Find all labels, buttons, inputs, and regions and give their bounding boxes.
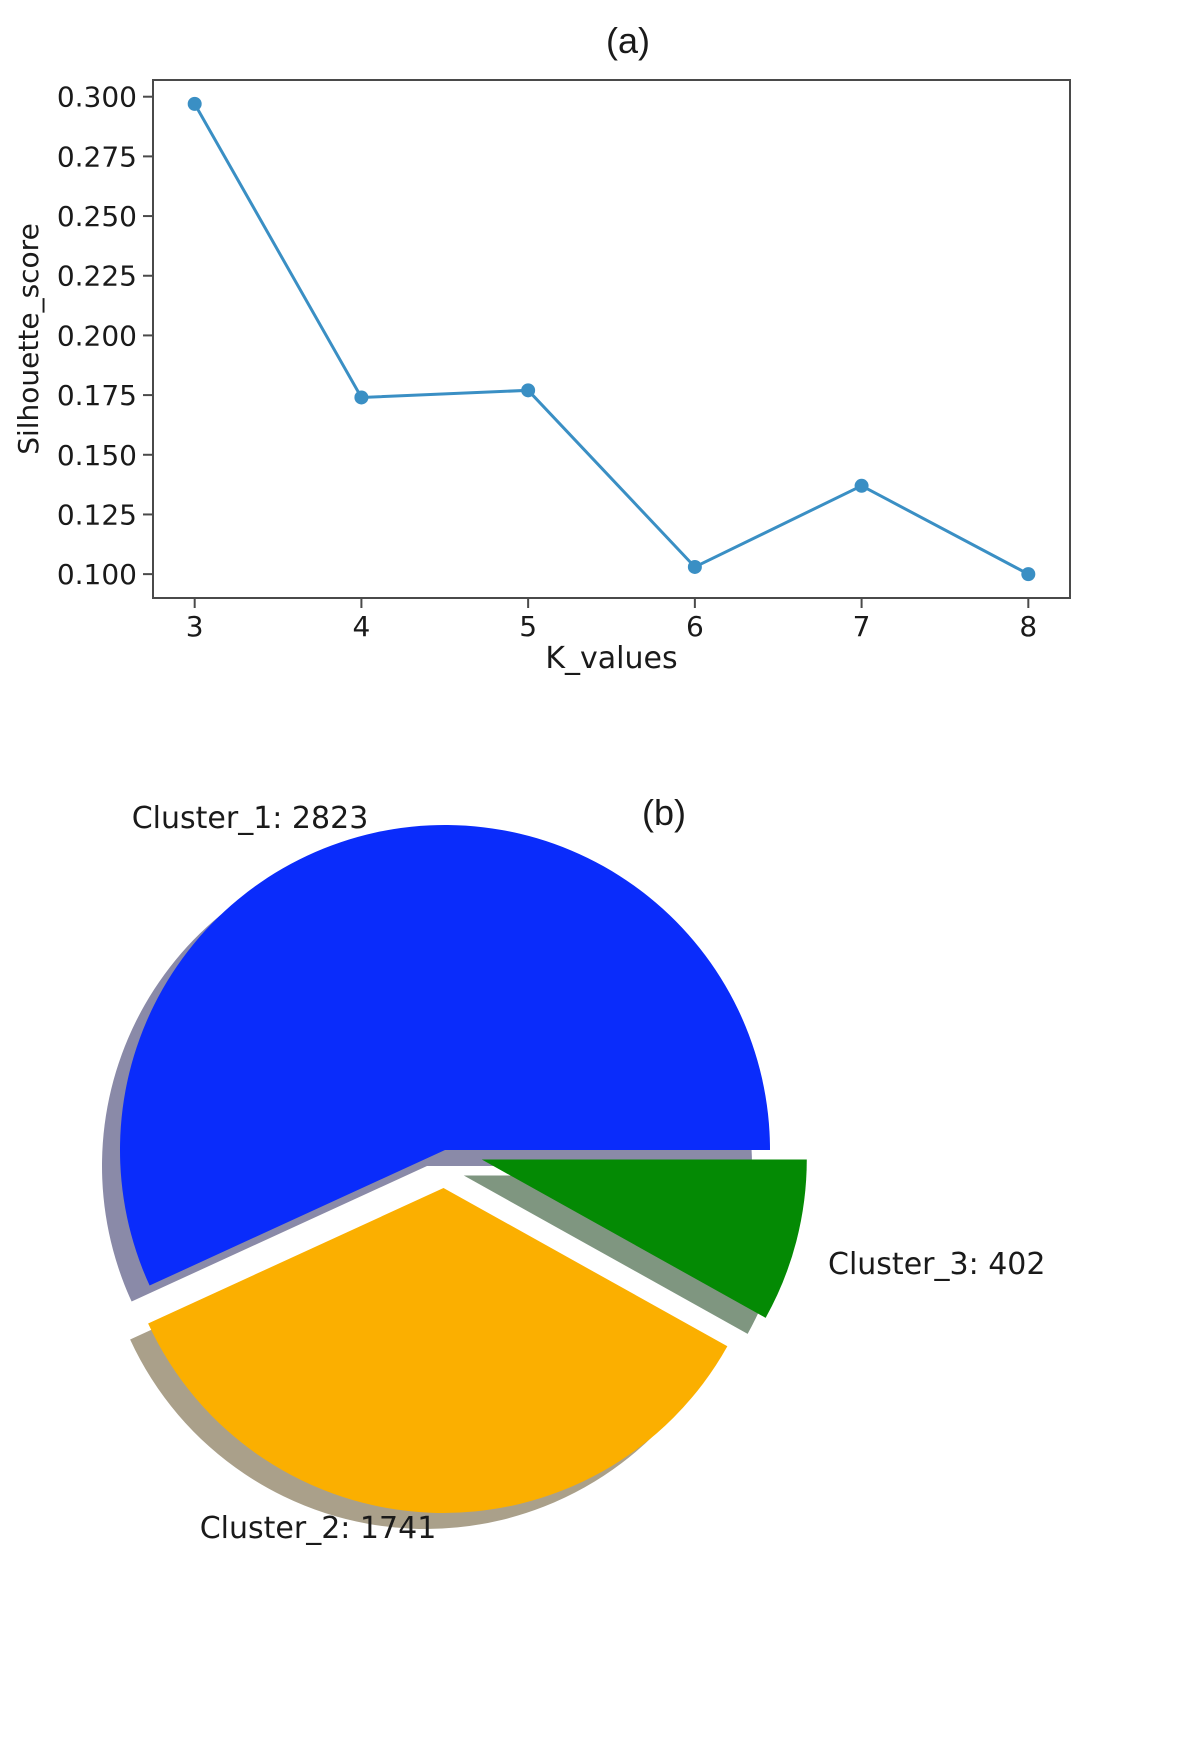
x-ticks: 3 4 5 6 7 8	[186, 598, 1037, 643]
x-tick-label: 5	[519, 610, 537, 643]
pie-slice	[148, 1187, 728, 1513]
y-tick-label: 0.100	[57, 558, 137, 591]
line-chart: 0.100 0.125 0.150 0.175 0.200 0.225 0.250 0.275…	[12, 79, 1071, 676]
x-tick-label: 3	[186, 610, 204, 643]
series-points	[187, 96, 1036, 582]
pie-labels: Cluster_1: 2823 Cluster_2: 1741 Cluster_3:…	[132, 801, 1046, 1546]
pie-slice-label: Cluster_1: 2823	[132, 801, 369, 836]
data-point	[521, 383, 536, 398]
x-tick-label: 8	[1019, 610, 1037, 643]
series-line	[193, 103, 1030, 576]
y-tick-label: 0.175	[57, 379, 137, 412]
x-axis-label: K_values	[545, 641, 677, 676]
pie-chart: Cluster_1: 2823 Cluster_2: 1741 Cluster_3:…	[102, 801, 1046, 1546]
pie-slice	[481, 1159, 807, 1318]
pie-slice	[119, 824, 770, 1286]
data-point	[687, 559, 702, 574]
y-tick-label: 0.200	[57, 319, 137, 352]
data-point	[187, 96, 202, 111]
x-tick-label: 6	[686, 610, 704, 643]
y-tick-label: 0.275	[57, 140, 137, 173]
x-tick-label: 4	[352, 610, 370, 643]
panel-a-label: (a)	[606, 20, 650, 61]
data-point	[354, 390, 369, 405]
y-tick-label: 0.225	[57, 260, 137, 293]
y-tick-label: 0.150	[57, 439, 137, 472]
data-point	[1021, 567, 1036, 582]
pie-slice-label: Cluster_2: 1741	[200, 1511, 437, 1546]
y-tick-label: 0.300	[57, 81, 137, 114]
x-tick-label: 7	[853, 610, 871, 643]
y-ticks: 0.100 0.125 0.150 0.175 0.200 0.225 0.250 0.275…	[57, 81, 153, 591]
data-point	[854, 478, 869, 493]
panel-b-label: (b)	[642, 792, 686, 833]
pie-slices	[119, 824, 807, 1513]
y-tick-label: 0.125	[57, 498, 137, 531]
plot-frame	[152, 79, 1071, 599]
pie-slice-label: Cluster_3: 402	[828, 1247, 1045, 1282]
y-axis-label: Silhouette_score	[12, 223, 45, 455]
y-tick-label: 0.250	[57, 200, 137, 233]
